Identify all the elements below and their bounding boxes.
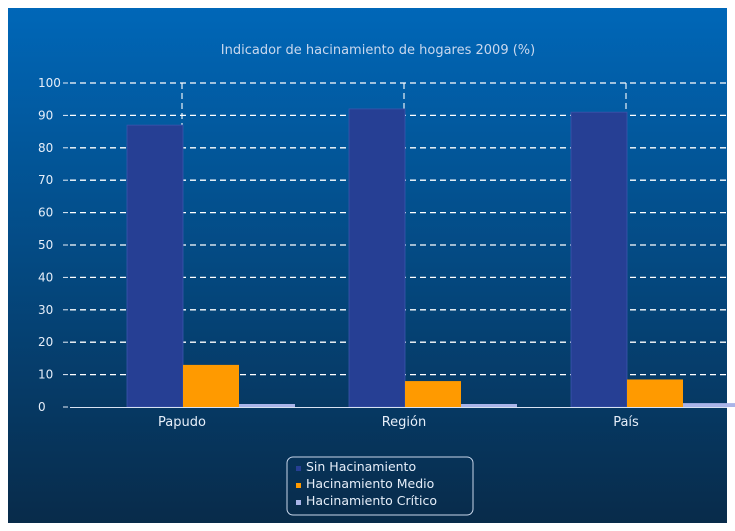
legend-swatch-2 — [296, 500, 301, 505]
bar-2-0 — [239, 404, 295, 407]
y-tick-label: 0 — [38, 400, 46, 414]
legend-label: Hacinamiento Crítico — [306, 493, 437, 508]
y-tick-label: 70 — [38, 173, 53, 187]
chart-title: Indicador de hacinamiento de hogares 200… — [221, 43, 535, 58]
legend-box — [286, 456, 474, 516]
x-tick-label: Región — [382, 415, 427, 430]
bar-0-0 — [126, 124, 184, 408]
bars — [126, 108, 735, 408]
bar-2-1 — [461, 404, 517, 407]
bar-0-2 — [570, 111, 628, 408]
legend-label: Sin Hacinamiento — [306, 459, 416, 474]
y-tick-label: 50 — [38, 238, 53, 252]
bar-0-1 — [348, 108, 406, 408]
y-tick-label: 60 — [38, 206, 53, 220]
bar-1-1 — [405, 381, 461, 407]
bar-1-2 — [627, 379, 683, 407]
y-tick-label: 40 — [38, 270, 53, 284]
y-tick-label: 80 — [38, 141, 53, 155]
legend-label: Hacinamiento Medio — [306, 476, 434, 491]
y-tick-label: 30 — [38, 303, 53, 317]
bar-2-2 — [683, 403, 735, 407]
y-tick-label: 100 — [38, 76, 61, 90]
y-tick-label: 10 — [38, 368, 53, 382]
bar-1-0 — [183, 364, 239, 407]
x-tick-label: País — [613, 415, 639, 430]
legend-swatch-0 — [296, 466, 301, 471]
y-tick-label: 20 — [38, 335, 53, 349]
y-axis-ticks: 0 10 20 30 40 50 60 70 80 90 100 — [38, 76, 68, 414]
legend: Sin Hacinamiento Hacinamiento Medio Hacina… — [286, 456, 474, 516]
x-tick-label: Papudo — [158, 415, 206, 430]
y-tick-label: 90 — [38, 108, 53, 122]
legend-swatch-1 — [296, 483, 301, 488]
x-axis-labels: Papudo Región País — [158, 415, 639, 430]
